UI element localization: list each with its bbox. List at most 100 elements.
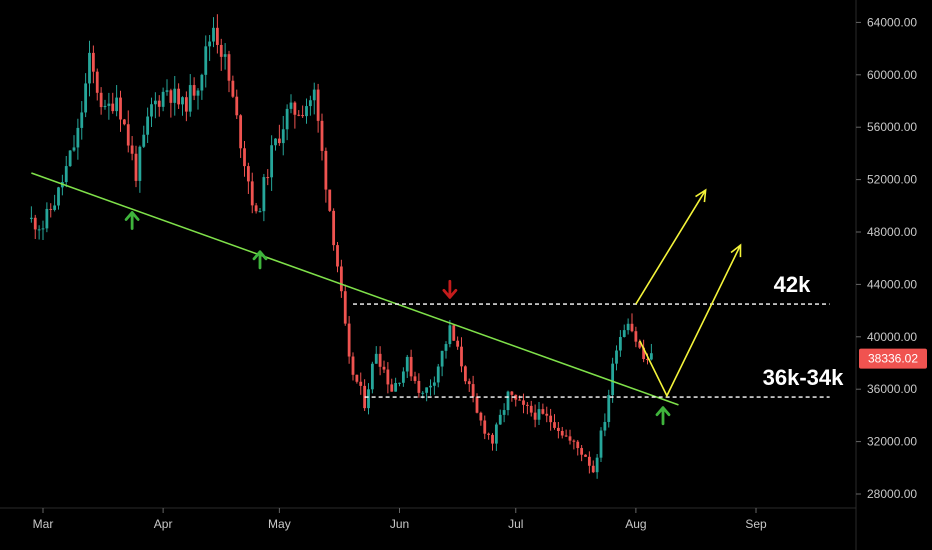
candle-body: [444, 344, 448, 351]
candle-body: [84, 83, 88, 113]
candle-body: [200, 74, 204, 91]
y-tick-label-7: 56000.00: [867, 120, 917, 134]
candle-body: [425, 387, 429, 393]
candle-body: [642, 347, 646, 359]
candle-body: [479, 412, 483, 421]
candle-body: [146, 116, 150, 135]
candle-body: [219, 44, 223, 57]
candle-body: [580, 448, 584, 455]
candle-body: [394, 382, 398, 392]
candle-body: [188, 85, 192, 112]
candle-body: [165, 90, 169, 92]
y-tick-label-3: 40000.00: [867, 330, 917, 344]
candle-body: [41, 228, 45, 230]
candle-body: [549, 415, 553, 423]
candle-body: [518, 399, 522, 401]
candle-body: [494, 424, 498, 444]
candle-body: [541, 409, 545, 414]
candle-body: [471, 384, 475, 397]
y-tick-label-1: 32000.00: [867, 435, 917, 449]
price-axis[interactable]: 28000.00 32000.00 36000.00 40000.00 44000.00…: [856, 15, 927, 501]
projection-path-0[interactable]: [639, 244, 742, 398]
candle-body: [398, 382, 401, 384]
candle-body: [305, 106, 308, 117]
up-arrow-icon-1: [252, 250, 268, 270]
candle-body: [607, 395, 611, 422]
candle-body: [568, 436, 572, 441]
candle-body: [33, 217, 37, 230]
candle-body: [467, 381, 471, 385]
candle-body: [235, 96, 239, 116]
candle-body: [91, 52, 95, 72]
x-tick-label-3: Jun: [390, 517, 409, 531]
candle-body: [212, 27, 215, 42]
candle-body: [522, 400, 525, 405]
candle-body: [285, 108, 289, 130]
candle-body: [351, 356, 355, 375]
candle-body: [142, 134, 146, 147]
candle-body: [417, 380, 421, 393]
support-trendline[interactable]: [31, 172, 679, 406]
candle-body: [572, 440, 576, 442]
candle-body: [130, 145, 134, 154]
x-tick-label-4: Jul: [508, 517, 523, 531]
y-tick-label-9: 64000.00: [867, 15, 917, 29]
level-label-1: 36k-34k: [763, 365, 845, 390]
candle-body: [556, 427, 560, 431]
candle-body: [615, 350, 618, 364]
x-tick-label-2: May: [268, 517, 291, 531]
candle-body: [576, 441, 580, 449]
projection-arrowhead-0: [730, 243, 742, 258]
candle-body: [177, 88, 181, 105]
candle-body: [115, 97, 119, 112]
candle-body: [231, 80, 235, 97]
candle-body: [533, 412, 537, 420]
candle-body: [638, 341, 642, 348]
candle-body: [119, 97, 122, 120]
candle-body: [49, 208, 53, 210]
candle-body: [336, 245, 339, 267]
candle-body: [332, 210, 336, 246]
candle-body: [208, 41, 212, 47]
candle-body: [440, 350, 444, 367]
candle-body: [448, 325, 452, 345]
up-arrow-icon-0: [124, 211, 140, 230]
candle-body: [595, 457, 599, 473]
candle-body: [281, 129, 285, 144]
candle-body: [429, 385, 432, 388]
candle-body: [150, 104, 153, 117]
candle-body: [312, 89, 316, 101]
time-axis[interactable]: Mar Apr May Jun Jul Aug Sep: [33, 508, 767, 531]
candle-body: [297, 114, 301, 116]
candle-body: [181, 97, 184, 105]
candle-body: [270, 145, 274, 178]
candle-body: [95, 71, 99, 93]
candle-body: [591, 465, 595, 473]
y-tick-label-8: 60000.00: [867, 68, 917, 82]
candle-body: [436, 366, 440, 383]
candle-body: [514, 394, 518, 400]
candle-body: [564, 435, 568, 437]
up-arrow-icon-3: [655, 406, 671, 426]
x-tick-label-6: Sep: [745, 517, 767, 531]
x-tick-label-5: Aug: [625, 517, 646, 531]
candle-body: [103, 105, 107, 108]
candle-body: [626, 323, 630, 331]
candle-body: [57, 187, 60, 206]
candle-body: [88, 52, 91, 84]
candle-body: [649, 353, 653, 360]
candle-body: [630, 323, 634, 332]
candle-body: [537, 409, 541, 420]
candle-body: [456, 340, 460, 347]
candle-body: [618, 336, 622, 351]
candle-body: [491, 434, 494, 444]
candle-body: [355, 374, 359, 382]
candle-body: [126, 124, 130, 146]
projection-path-1[interactable]: [635, 189, 707, 305]
candle-body: [483, 420, 487, 434]
candle-body: [587, 456, 591, 466]
candle-body: [611, 363, 615, 396]
candle-body: [510, 391, 514, 395]
